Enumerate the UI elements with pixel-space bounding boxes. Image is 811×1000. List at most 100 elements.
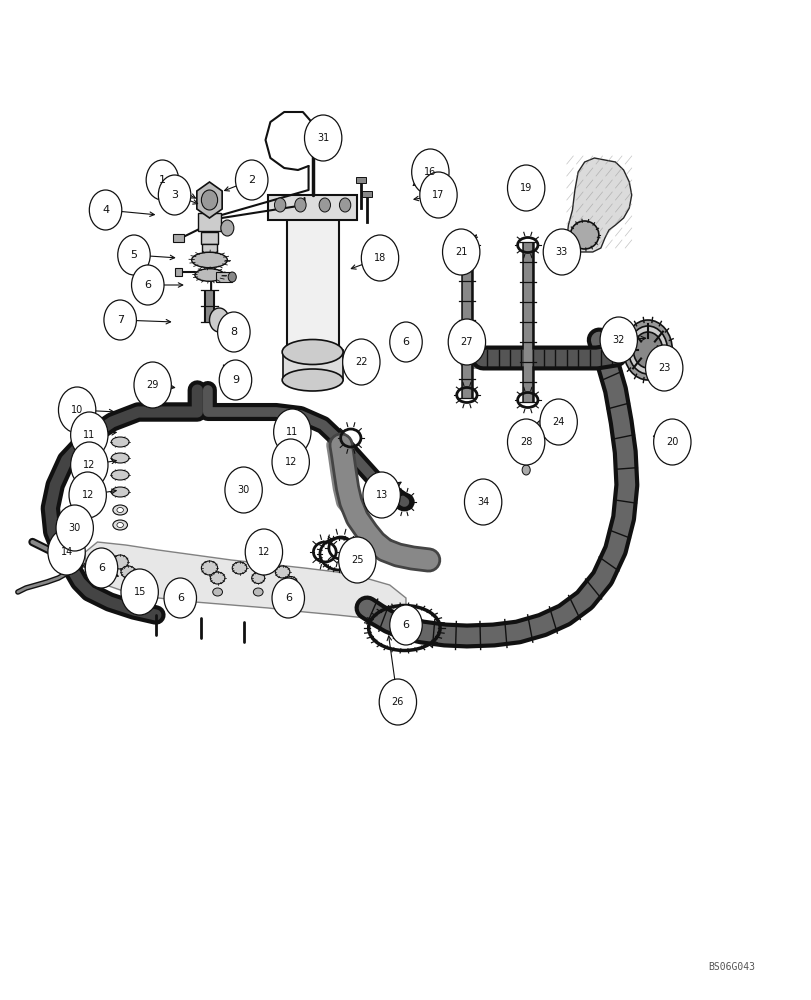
Ellipse shape: [111, 470, 129, 480]
Bar: [286, 210, 338, 362]
Circle shape: [379, 679, 416, 725]
Circle shape: [304, 115, 341, 161]
Text: 33: 33: [555, 247, 568, 257]
Text: 12: 12: [284, 457, 297, 467]
Circle shape: [225, 467, 262, 513]
Circle shape: [228, 272, 236, 282]
Ellipse shape: [275, 450, 290, 460]
Text: 7: 7: [117, 315, 123, 325]
Ellipse shape: [121, 566, 135, 578]
Ellipse shape: [111, 487, 129, 497]
Bar: [202, 244, 217, 252]
Text: 14: 14: [60, 547, 73, 557]
Circle shape: [294, 198, 306, 212]
Circle shape: [71, 412, 108, 458]
Ellipse shape: [282, 340, 342, 364]
Circle shape: [628, 326, 667, 374]
Circle shape: [219, 360, 251, 400]
Circle shape: [235, 160, 268, 200]
Text: 10: 10: [71, 405, 84, 415]
Ellipse shape: [111, 453, 129, 463]
Text: 6: 6: [402, 620, 409, 630]
Text: 26: 26: [391, 697, 404, 707]
Text: 12: 12: [81, 490, 94, 500]
Text: 1: 1: [159, 175, 165, 185]
Text: 5: 5: [131, 250, 137, 260]
Circle shape: [448, 319, 485, 365]
Ellipse shape: [113, 520, 127, 530]
Ellipse shape: [282, 369, 342, 391]
Circle shape: [539, 399, 577, 445]
Text: 25: 25: [350, 555, 363, 565]
Text: 18: 18: [373, 253, 386, 263]
Polygon shape: [564, 158, 631, 252]
Circle shape: [273, 409, 311, 455]
Circle shape: [623, 320, 672, 380]
Circle shape: [599, 317, 637, 363]
Circle shape: [342, 339, 380, 385]
Bar: [216, 272, 232, 282]
Circle shape: [71, 442, 108, 488]
Bar: [356, 177, 366, 183]
Ellipse shape: [285, 591, 295, 599]
Ellipse shape: [284, 576, 297, 587]
Ellipse shape: [191, 252, 227, 268]
Bar: [175, 268, 182, 276]
Ellipse shape: [201, 561, 217, 575]
Ellipse shape: [117, 522, 123, 528]
Ellipse shape: [275, 566, 290, 578]
Circle shape: [442, 229, 479, 275]
Circle shape: [201, 190, 217, 210]
Text: 16: 16: [423, 167, 436, 177]
Circle shape: [158, 175, 191, 215]
Circle shape: [464, 479, 501, 525]
Text: 6: 6: [177, 593, 183, 603]
Text: 11: 11: [285, 427, 298, 437]
Circle shape: [517, 422, 534, 442]
Text: 2: 2: [248, 175, 255, 185]
Ellipse shape: [233, 485, 251, 495]
Text: 28: 28: [519, 437, 532, 447]
Bar: [362, 191, 371, 197]
Ellipse shape: [233, 497, 251, 507]
Circle shape: [58, 387, 96, 433]
Ellipse shape: [195, 269, 224, 281]
Circle shape: [146, 160, 178, 200]
Circle shape: [89, 190, 122, 230]
Text: 9: 9: [232, 375, 238, 385]
Bar: [268, 195, 357, 220]
Circle shape: [56, 505, 93, 551]
Text: 6: 6: [285, 593, 291, 603]
Circle shape: [131, 265, 164, 305]
Bar: [282, 350, 342, 380]
Text: 19: 19: [519, 183, 532, 193]
Ellipse shape: [238, 488, 246, 492]
Circle shape: [411, 149, 448, 195]
Circle shape: [85, 548, 118, 588]
Text: 13: 13: [375, 490, 388, 500]
Ellipse shape: [569, 221, 599, 249]
Circle shape: [389, 605, 422, 645]
Circle shape: [274, 198, 285, 212]
Circle shape: [338, 537, 375, 583]
Circle shape: [363, 472, 400, 518]
Text: 17: 17: [431, 190, 444, 200]
Ellipse shape: [251, 572, 264, 584]
Text: 29: 29: [146, 380, 159, 390]
Circle shape: [633, 332, 662, 368]
Text: 3: 3: [171, 190, 178, 200]
Text: 11: 11: [83, 430, 96, 440]
Text: 8: 8: [230, 327, 237, 337]
Circle shape: [164, 578, 196, 618]
Text: 27: 27: [460, 337, 473, 347]
Bar: [198, 213, 221, 231]
Circle shape: [521, 465, 530, 475]
Text: 4: 4: [102, 205, 109, 215]
Text: 6: 6: [98, 563, 105, 573]
Circle shape: [134, 362, 171, 408]
Circle shape: [535, 420, 548, 436]
Circle shape: [507, 165, 544, 211]
Circle shape: [221, 220, 234, 236]
Ellipse shape: [232, 562, 247, 574]
Text: 31: 31: [316, 133, 329, 143]
